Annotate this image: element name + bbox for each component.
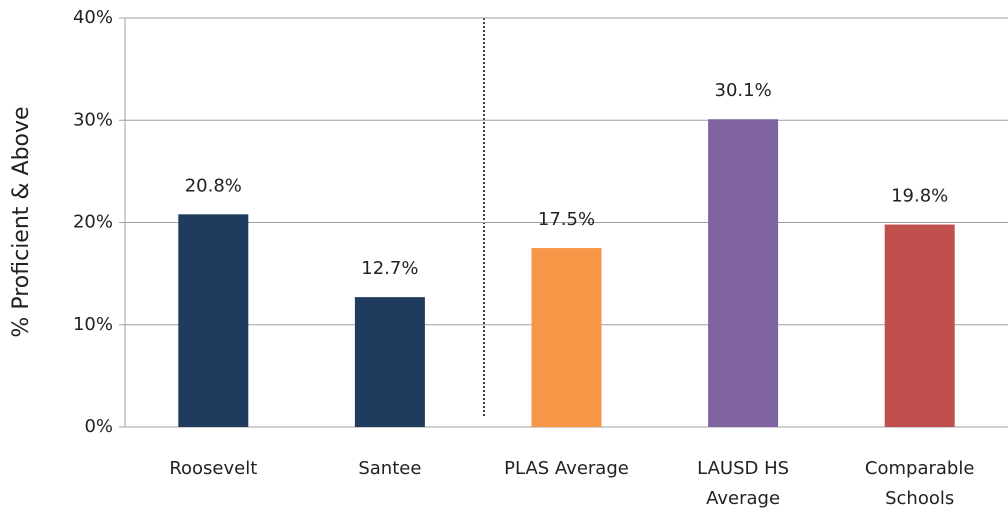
y-tick-label: 0% xyxy=(84,416,113,437)
y-tick-label: 20% xyxy=(73,212,113,233)
x-tick-label-box: Santee xyxy=(358,458,422,479)
bar xyxy=(531,248,602,427)
x-tick-label-box: Roosevelt xyxy=(169,458,258,479)
value-label: 30.1% xyxy=(715,80,772,101)
x-tick-label: PLAS Average xyxy=(504,458,629,479)
bar xyxy=(354,297,425,427)
value-label: 17.5% xyxy=(538,209,595,230)
x-tick-label-box: LAUSD HS Average xyxy=(697,458,790,509)
x-tick-label: Comparable Schools xyxy=(864,458,975,509)
y-tick-label: 40% xyxy=(73,7,113,28)
value-label: 12.7% xyxy=(361,258,418,279)
value-label: 20.8% xyxy=(185,175,242,196)
x-tick-label: LAUSD HS Average xyxy=(697,458,790,509)
x-tick-label: Santee xyxy=(358,458,422,479)
value-label: 19.8% xyxy=(891,186,948,207)
bar xyxy=(884,224,955,427)
y-tick-label: 10% xyxy=(73,314,113,335)
bar xyxy=(178,214,249,427)
x-tick-label-box: Comparable Schools xyxy=(864,458,975,509)
y-tick-label: 30% xyxy=(73,109,113,130)
y-axis-label: % Proficient & Above xyxy=(9,106,34,337)
x-tick-label-box: PLAS Average xyxy=(504,458,629,479)
bar xyxy=(708,119,779,427)
x-tick-label: Roosevelt xyxy=(169,458,258,479)
